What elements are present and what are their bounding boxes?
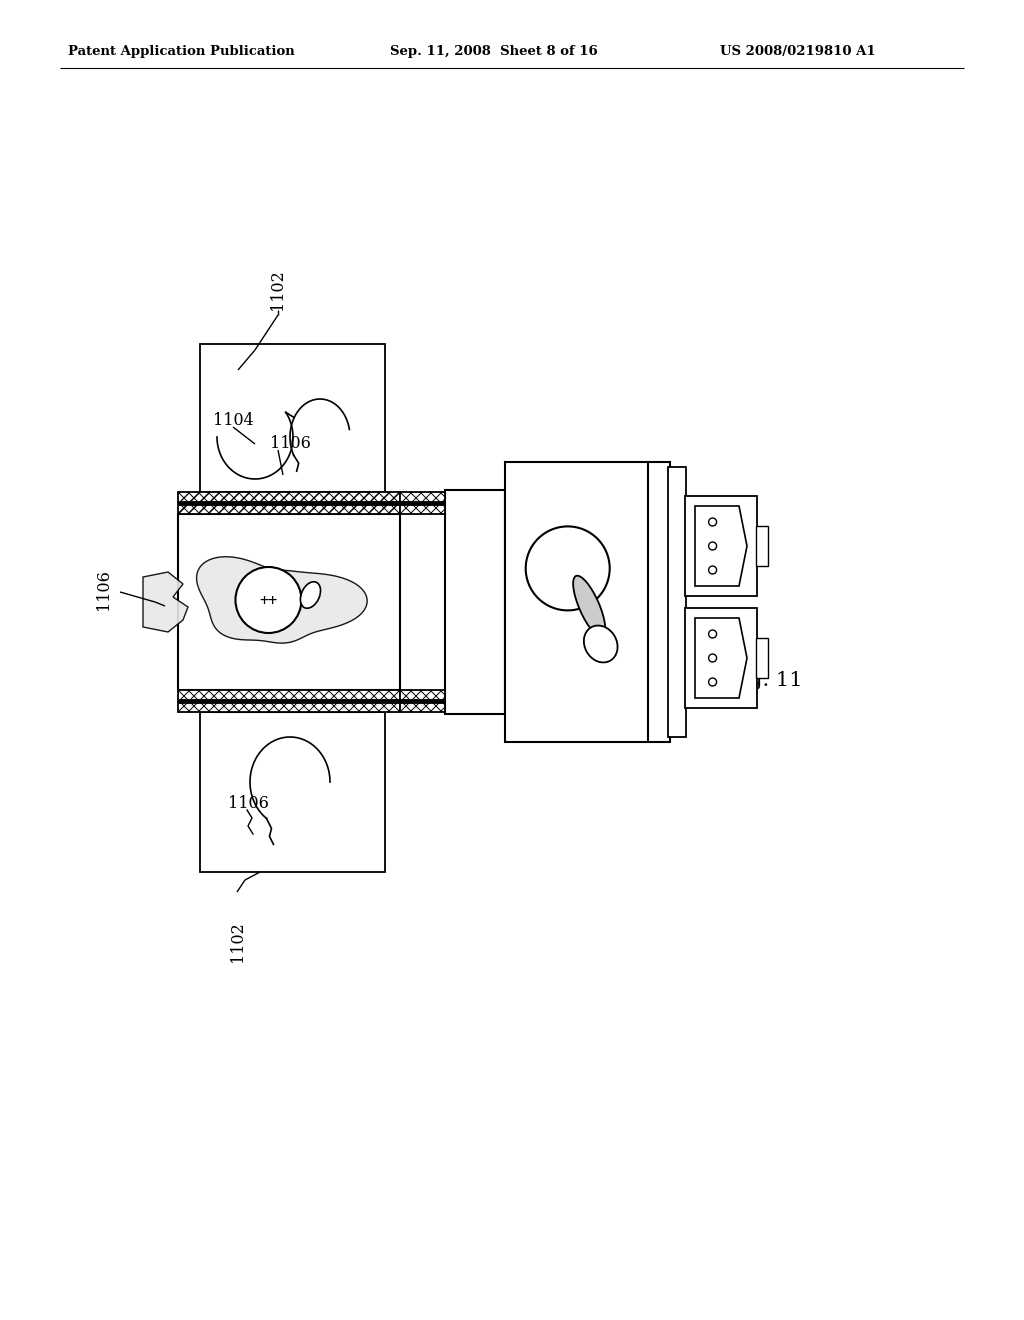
Bar	[685, 496, 757, 597]
Bar	[445, 490, 505, 714]
Bar	[400, 690, 445, 711]
Circle shape	[709, 653, 717, 663]
Text: 1106: 1106	[94, 569, 112, 610]
Circle shape	[525, 527, 609, 610]
Bar	[178, 690, 400, 711]
Circle shape	[236, 568, 301, 634]
Polygon shape	[197, 557, 368, 643]
Bar	[756, 638, 768, 678]
Text: 1102: 1102	[228, 921, 246, 962]
Polygon shape	[695, 618, 746, 698]
Polygon shape	[143, 572, 188, 632]
Text: 1106: 1106	[270, 436, 311, 451]
Ellipse shape	[573, 576, 605, 636]
Bar	[685, 609, 757, 708]
Bar	[200, 345, 385, 492]
Text: ++: ++	[259, 593, 278, 607]
Circle shape	[709, 678, 717, 686]
Bar	[400, 492, 445, 513]
Bar	[668, 467, 686, 737]
Text: 1102: 1102	[269, 269, 287, 310]
Text: Fig. 11: Fig. 11	[728, 671, 803, 689]
Ellipse shape	[584, 626, 617, 663]
Bar	[505, 462, 670, 742]
Bar	[178, 492, 400, 513]
Text: US 2008/0219810 A1: US 2008/0219810 A1	[720, 45, 876, 58]
Circle shape	[709, 630, 717, 638]
Bar	[178, 513, 400, 690]
Circle shape	[709, 517, 717, 525]
Ellipse shape	[300, 582, 321, 609]
Circle shape	[709, 566, 717, 574]
Text: 1104: 1104	[213, 412, 254, 429]
Circle shape	[709, 543, 717, 550]
Bar	[756, 525, 768, 566]
Bar	[200, 711, 385, 873]
Text: Patent Application Publication: Patent Application Publication	[68, 45, 295, 58]
Polygon shape	[695, 506, 746, 586]
Text: Sep. 11, 2008  Sheet 8 of 16: Sep. 11, 2008 Sheet 8 of 16	[390, 45, 598, 58]
Text: 1106: 1106	[228, 795, 269, 812]
